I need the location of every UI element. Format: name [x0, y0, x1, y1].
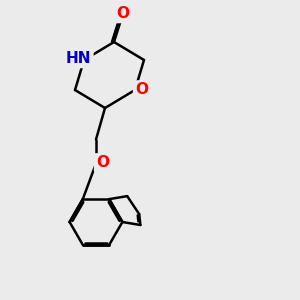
Text: O: O	[116, 6, 130, 21]
Text: O: O	[96, 155, 109, 170]
Text: O: O	[135, 82, 148, 98]
Text: HN: HN	[66, 51, 91, 66]
